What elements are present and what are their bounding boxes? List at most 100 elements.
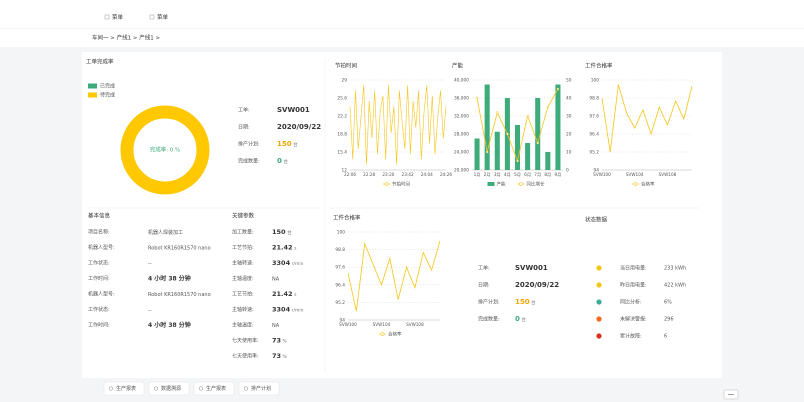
value-text: NA <box>272 323 280 329</box>
value-text: 150 <box>515 298 530 306</box>
legend-swatch <box>384 182 389 186</box>
info-label: 工单: <box>478 265 490 272</box>
unit-text: s <box>294 293 297 298</box>
unit-text: r/min <box>292 307 304 313</box>
info-label: 主轴温度: <box>232 275 254 282</box>
button[interactable] <box>103 381 145 396</box>
menu-item[interactable]: 菜单 <box>112 13 124 21</box>
status-value: 6% <box>664 300 672 306</box>
info-value: NA <box>272 323 280 329</box>
x-tick-label: 22:06 <box>344 172 356 177</box>
y2-tick-label: 50 <box>566 78 572 84</box>
y-tick-label: 22.2 <box>337 114 347 120</box>
x-tick-label: 3月 <box>494 172 501 178</box>
section-title: 状态数据 <box>585 216 608 224</box>
value-text: SVW001 <box>277 106 310 114</box>
section-title: 关键参数 <box>232 212 255 220</box>
info-value: 3304 r/min <box>272 306 304 314</box>
legend-label: 合格率 <box>641 181 655 188</box>
unit-text: r/min <box>292 261 304 267</box>
x-tick-label: 2月 <box>484 172 491 178</box>
info-value: -- <box>148 261 152 267</box>
info-label: 工作状态: <box>88 260 110 267</box>
value-text: -- <box>148 307 152 313</box>
menu-icon <box>149 14 155 20</box>
chart-title: 工件合格率 <box>585 62 613 70</box>
y-tick-label: 94 <box>340 318 346 324</box>
series-line <box>601 84 693 153</box>
x-tick-label: SVW108 <box>659 172 677 177</box>
info-value: Robot KR160R1570 nano <box>148 292 211 298</box>
breadcrumb: 车间一 > 产线1 > 产线1 > <box>92 34 160 42</box>
line-point <box>526 114 529 118</box>
line-point <box>475 96 479 100</box>
button-label[interactable]: 数据溯源 <box>161 385 181 392</box>
unit-text: % <box>283 354 288 360</box>
y2-tick-label: 10 <box>566 150 572 156</box>
legend-label: 节拍时间 <box>392 181 410 188</box>
series-line <box>347 240 441 312</box>
legend-swatch <box>380 332 385 336</box>
button[interactable] <box>193 381 235 396</box>
status-dot <box>596 299 602 305</box>
x-tick-label: 23:20 <box>382 172 394 177</box>
value-text: 150 <box>272 228 286 236</box>
status-value: 296 <box>664 317 674 323</box>
y2-tick-label: 0 <box>566 168 569 174</box>
bar <box>494 131 500 170</box>
y-tick-label: 24,000 <box>454 150 469 156</box>
x-tick-label: SVW104 <box>626 172 644 177</box>
donut-center-label: 完成率: 0 % <box>150 146 181 154</box>
y-tick-label: 12 <box>342 168 348 174</box>
donut-segment <box>120 105 210 195</box>
info-label: 日期: <box>238 125 250 131</box>
value-text: 3304 <box>272 306 291 314</box>
line-point <box>546 105 550 109</box>
value-text: 21.42 <box>272 290 293 298</box>
value-text: 0 <box>515 315 520 323</box>
value-text: 2020/09/22 <box>515 281 559 289</box>
x-tick-label: 6月 <box>524 172 531 178</box>
legend-label: 同比增长 <box>527 181 545 188</box>
top-bar <box>0 0 804 28</box>
y-tick-label: 25.6 <box>337 96 347 102</box>
status-value: 6 <box>664 334 667 340</box>
value-text: 2020/09/22 <box>277 123 321 131</box>
x-tick-label: SVW108 <box>406 322 424 327</box>
line-point <box>485 150 489 154</box>
value-text: 4 小时 38 分钟 <box>148 321 191 329</box>
chart-title: 工件合格率 <box>333 214 361 222</box>
x-tick-label: SVW100 <box>593 172 611 177</box>
button-label[interactable]: 排产计划 <box>251 385 271 392</box>
status-dot <box>596 333 602 339</box>
button-icon <box>243 386 249 391</box>
button[interactable] <box>238 381 280 396</box>
menu-item[interactable]: 菜单 <box>157 13 169 21</box>
legend-label: 已完成 <box>100 83 115 90</box>
bar <box>484 84 490 170</box>
button-label[interactable]: 生产报表 <box>116 385 136 392</box>
line-point <box>496 111 499 114</box>
button-label[interactable]: 生产报表 <box>206 385 226 392</box>
y2-tick-label: 20 <box>566 132 572 138</box>
info-label: 主轴转速: <box>232 260 254 267</box>
y-tick-label: 28,000 <box>454 132 469 138</box>
info-label: 主轴温度: <box>232 322 254 329</box>
unit-text: 台 <box>287 229 292 236</box>
bar <box>545 152 551 170</box>
x-tick-label: 24:04 <box>421 172 433 177</box>
y-tick-label: 97.6 <box>589 114 599 120</box>
line-point <box>506 132 509 136</box>
info-value: 2020/09/22 <box>515 281 559 289</box>
chart-title: 产能 <box>452 62 464 70</box>
button[interactable] <box>148 381 190 396</box>
y-tick-label: 100 <box>591 78 599 84</box>
value-text: 4 小时 38 分钟 <box>148 274 191 282</box>
bar <box>474 138 480 170</box>
unit-text: 台 <box>521 316 526 323</box>
legend-swatch <box>519 182 523 186</box>
y-tick-label: 98.8 <box>335 247 345 253</box>
info-label: 工艺节拍: <box>232 244 254 251</box>
